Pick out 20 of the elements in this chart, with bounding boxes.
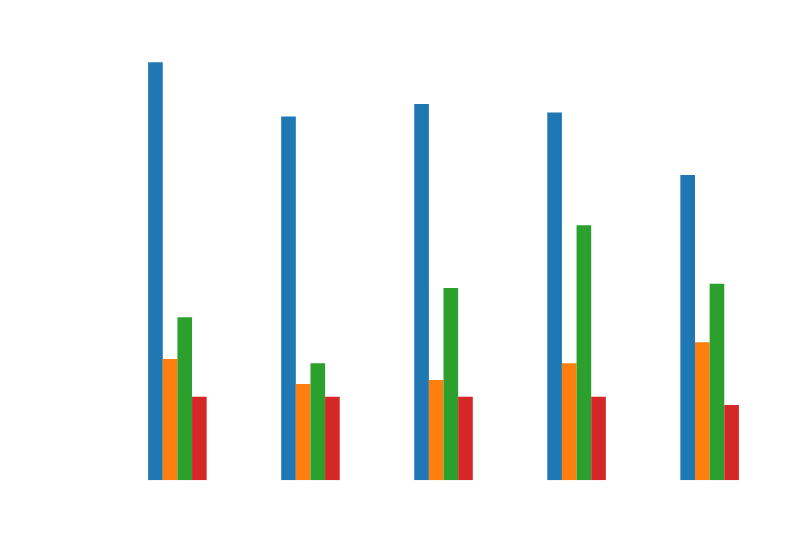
- bar: [148, 62, 163, 481]
- bar: [192, 396, 207, 481]
- bar: [295, 384, 311, 481]
- bar: [162, 359, 178, 481]
- bar: [310, 363, 326, 481]
- bar: [325, 396, 340, 481]
- bar: [443, 287, 459, 481]
- bar: [177, 317, 193, 481]
- bar: [547, 112, 562, 481]
- bar: [561, 363, 577, 481]
- bar: [428, 379, 444, 481]
- bar: [591, 396, 606, 481]
- bar: [709, 283, 725, 481]
- bar: [458, 396, 473, 481]
- bar: [695, 342, 710, 481]
- bar: [281, 116, 296, 481]
- bar: [680, 175, 695, 481]
- bar: [576, 225, 592, 481]
- bar: [724, 405, 739, 481]
- bar: [414, 104, 429, 481]
